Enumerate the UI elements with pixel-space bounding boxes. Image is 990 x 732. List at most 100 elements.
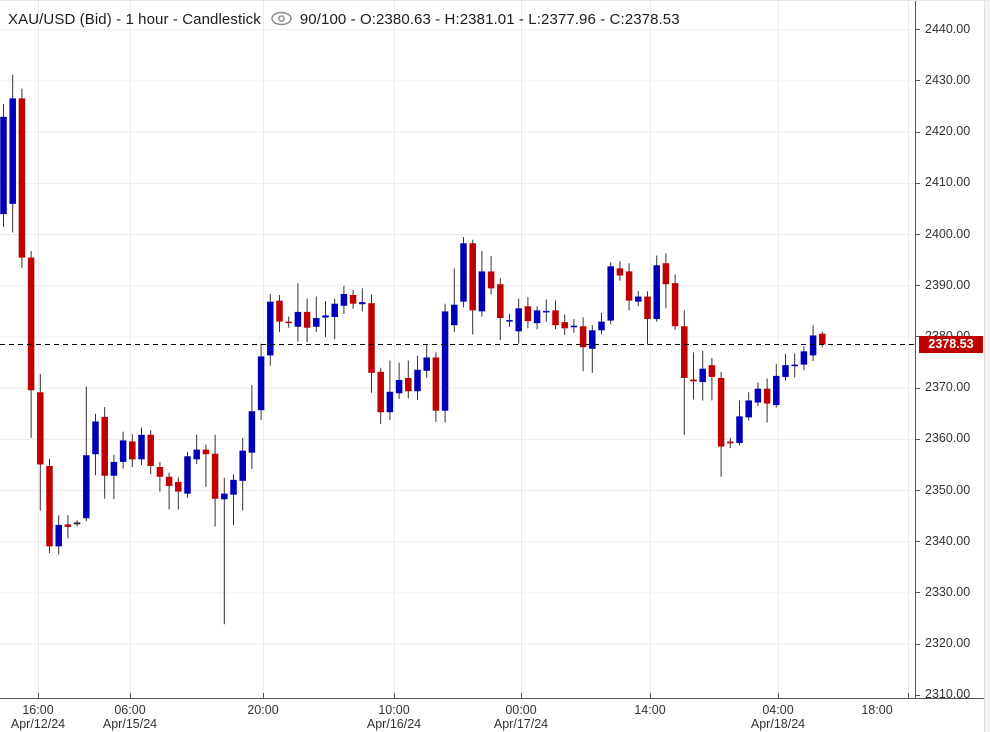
y-axis-label: 2420.00 — [925, 124, 971, 139]
x-axis-tick — [908, 693, 909, 699]
x-axis-tick — [38, 693, 39, 699]
candle-body — [46, 465, 53, 547]
candle-body — [589, 330, 596, 349]
candle-body — [524, 306, 532, 322]
y-axis-tick — [916, 336, 920, 338]
x-axis-date-label: Apr/17/24 — [493, 717, 549, 731]
candle-body — [625, 271, 633, 301]
x-axis-tick — [394, 693, 395, 699]
x-axis-time-label: 20:00 — [247, 703, 279, 717]
y-axis-label: 2430.00 — [925, 72, 971, 87]
candle-body — [230, 479, 237, 495]
candle-body — [239, 450, 246, 481]
candle-body — [83, 455, 90, 519]
candle-body — [635, 296, 642, 302]
x-axis-time-label: 00:00 — [505, 703, 537, 717]
x-axis-time-label: 14:00 — [634, 703, 666, 717]
y-axis-tick — [916, 131, 920, 133]
y-axis-tick — [916, 80, 920, 82]
candle-body — [671, 283, 679, 327]
candle-body — [27, 257, 35, 391]
y-axis-label: 2350.00 — [925, 482, 971, 497]
candle-body — [221, 493, 228, 500]
candle-body — [276, 300, 283, 322]
candle-body — [110, 461, 118, 476]
x-axis-tick — [263, 693, 264, 699]
candle-body — [717, 377, 725, 447]
y-axis-tick — [916, 182, 920, 184]
candle-body — [285, 321, 292, 324]
candle-body — [598, 321, 605, 331]
candle-body — [681, 326, 688, 378]
candle-body — [487, 271, 495, 289]
candle-body — [515, 308, 522, 332]
candle-body — [763, 388, 771, 404]
candle-body — [267, 301, 274, 356]
candle-body — [414, 369, 421, 392]
y-axis-label: 2440.00 — [925, 21, 971, 36]
y-axis-tick — [916, 387, 920, 389]
eye-icon[interactable] — [270, 11, 293, 30]
candle-body — [405, 377, 412, 392]
candle-body — [349, 294, 357, 304]
candle-body — [616, 268, 624, 276]
candle-body — [579, 326, 587, 348]
time-axis[interactable]: 16:00 Apr/12/24 06:00 Apr/15/24 20:00 10:00 Ap… — [0, 693, 990, 732]
x-axis-tick — [650, 693, 651, 699]
x-axis-date-label: Apr/15/24 — [102, 717, 158, 731]
candle-body — [561, 322, 568, 329]
candle-body — [37, 392, 44, 465]
candle-body — [313, 318, 320, 327]
candle-body — [175, 481, 182, 492]
candle-body — [73, 522, 81, 525]
candle-body — [395, 379, 403, 394]
candle-body — [441, 311, 449, 411]
candle-body — [432, 357, 440, 411]
candle-body — [101, 416, 108, 476]
candle-body — [469, 243, 476, 311]
y-axis-label: 2400.00 — [925, 226, 971, 241]
candle-body — [708, 365, 716, 377]
y-axis-tick — [916, 438, 920, 440]
candle-body — [690, 379, 697, 382]
candle-body — [773, 375, 780, 406]
candle-body — [460, 243, 467, 302]
x-axis-date-label: Apr/18/24 — [750, 717, 806, 731]
candle-body — [819, 333, 826, 345]
y-axis-tick — [916, 29, 920, 31]
candlestick-plot-area[interactable]: XAU/USD (Bid) - 1 hour - Candlestick 90/… — [0, 1, 915, 698]
candle-body — [331, 303, 338, 318]
candle-body — [699, 368, 706, 383]
candle-body — [129, 441, 136, 460]
candle-body — [294, 311, 302, 327]
x-axis-tick — [130, 693, 131, 699]
candle-body — [736, 416, 743, 443]
y-axis-label: 2410.00 — [925, 175, 971, 190]
x-axis-time-label: 06:00 — [114, 703, 146, 717]
last-price-tag: 2378.53 — [919, 336, 983, 353]
candle-body — [64, 524, 72, 527]
candle-body — [423, 357, 430, 371]
candle-body — [359, 302, 366, 305]
y-axis-tick — [916, 234, 920, 236]
candle-body — [800, 351, 808, 365]
y-axis-label: 2310.00 — [925, 687, 971, 702]
y-axis-tick — [916, 694, 920, 696]
x-axis-date-label: Apr/16/24 — [366, 717, 422, 731]
y-axis-label: 2360.00 — [925, 431, 971, 446]
candle-body — [809, 335, 817, 356]
right-edge-strip — [984, 1, 990, 732]
price-axis[interactable]: 2440.00 2430.00 2420.00 2410.00 2400.00 2390.… — [915, 1, 986, 702]
candle-body — [368, 303, 375, 373]
candle-body — [570, 325, 578, 328]
y-axis-label: 2330.00 — [925, 584, 971, 599]
x-axis-time-label: 04:00 — [762, 703, 794, 717]
candle-body — [552, 310, 559, 326]
candle-body — [791, 364, 798, 367]
candle-body — [184, 456, 191, 494]
y-axis-label: 2320.00 — [925, 636, 971, 651]
candlestick-chart[interactable] — [0, 1, 915, 698]
y-axis-tick — [916, 490, 920, 492]
candle-body — [745, 400, 752, 418]
